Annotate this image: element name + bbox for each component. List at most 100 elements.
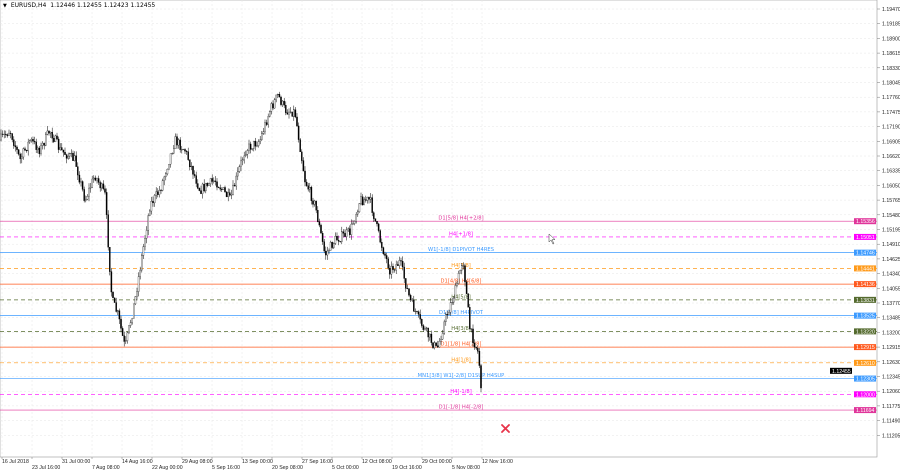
candle-body: [182, 149, 185, 151]
candle-body: [120, 318, 122, 329]
candle-body: [401, 260, 404, 268]
candle-body: [469, 307, 471, 329]
level-label: H4[1/8]: [451, 357, 471, 363]
candle-body: [201, 183, 204, 194]
price-tags: 1.15356 1.15051 1.14746 1.14441 1.14136 1.138…: [830, 218, 876, 414]
candle-body: [411, 299, 413, 301]
level-price-tag: [854, 281, 876, 288]
candle-body: [174, 136, 177, 149]
candle-body: [211, 178, 213, 182]
candle-body: [136, 291, 138, 297]
level-price-text: 1.13220: [856, 329, 875, 335]
candle-body: [224, 187, 226, 193]
candle-body: [27, 141, 29, 152]
level-price-text: 1.11694: [856, 408, 874, 414]
candle-body: [240, 160, 242, 167]
candle-body: [72, 152, 74, 161]
candle-body: [61, 147, 63, 151]
time-tick-label: 16 Jul 2018: [2, 459, 29, 465]
candle-body: [77, 166, 79, 176]
price-tick-label: 1.16905: [882, 139, 900, 145]
candle-body: [473, 342, 476, 348]
price-tick-label: 1.11205: [882, 433, 900, 439]
level-label: MN1[3/8] W1[-2/8] D1SUP H4SUP: [418, 373, 505, 379]
candle-body: [112, 291, 114, 299]
candle-body: [185, 150, 188, 152]
time-tick-label: 29 Oct 00:00: [422, 459, 452, 465]
price-tick-label: 1.13770: [882, 301, 900, 307]
candle-body: [448, 312, 450, 315]
candle-body: [261, 133, 263, 140]
candle-body: [334, 236, 337, 244]
dropdown-triangle-icon[interactable]: ▼: [3, 2, 7, 9]
candle-body: [278, 93, 281, 98]
candle-body: [32, 139, 34, 142]
candle-body: [45, 134, 47, 146]
level-price-tag: [854, 312, 876, 319]
candle-body: [195, 175, 197, 184]
level-label: D1[3/8] H4PIVOT: [439, 310, 484, 316]
chart-area[interactable]: [0, 0, 878, 458]
candle-body: [264, 122, 266, 132]
level-price-tag: [854, 391, 876, 398]
price-tick-label: 1.17190: [882, 125, 900, 131]
candle-body: [184, 149, 186, 152]
candle-body: [341, 231, 343, 242]
candle-body: [291, 111, 293, 117]
candle-body: [323, 241, 325, 252]
candle-body: [289, 111, 292, 113]
level-price-text: 1.12610: [856, 361, 875, 367]
level-lines: D1[5/8] H4[+2/8] H4[+1/8] W1[-1/8] D1PIVOT…: [0, 216, 877, 411]
candle-body: [64, 152, 66, 155]
candle-body: [157, 191, 159, 195]
candle-body: [294, 109, 297, 118]
candle-body: [371, 197, 373, 213]
candle-body: [361, 196, 364, 206]
candle-body: [155, 191, 157, 196]
time-tick-label: 14 Aug 16:00: [122, 459, 153, 465]
candle-body: [232, 184, 234, 195]
candle-body: [43, 142, 45, 146]
candle-body: [265, 122, 268, 125]
candle-body: [325, 250, 327, 256]
candle-body: [141, 255, 143, 271]
candle-body: [357, 211, 359, 215]
candle-body: [397, 264, 399, 266]
candlesticks: [0, 91, 482, 393]
candle-body: [377, 223, 380, 231]
candle-body: [336, 236, 338, 241]
candle-body: [3, 133, 5, 135]
candle-body: [81, 181, 84, 190]
candle-body: [14, 145, 17, 148]
candle-body: [459, 270, 461, 274]
candle-body: [382, 247, 385, 254]
candle-body: [427, 327, 429, 338]
candle-body: [304, 170, 306, 183]
candle-body: [86, 196, 89, 200]
candle-body: [33, 141, 36, 143]
candle-body: [349, 228, 351, 235]
candle-body: [441, 333, 444, 340]
candle-body: [19, 153, 21, 160]
candle-body: [358, 203, 361, 213]
candle-body: [209, 178, 212, 184]
candle-body: [48, 130, 50, 134]
candle-body: [419, 314, 421, 320]
candle-body: [309, 187, 311, 190]
candle-body: [328, 250, 330, 252]
price-tick-label: 1.12915: [882, 345, 900, 351]
candle-body: [256, 145, 258, 147]
candle-body: [296, 116, 298, 127]
candle-body: [37, 147, 39, 150]
candle-body: [41, 142, 44, 146]
candle-body: [152, 201, 154, 204]
price-tick-label: 1.13485: [882, 316, 900, 322]
candle-body: [93, 177, 95, 180]
candle-body: [477, 348, 479, 352]
candle-body: [449, 302, 452, 313]
candle-body: [254, 140, 257, 147]
price-tick-label: 1.18045: [882, 81, 900, 87]
candle-body: [462, 265, 465, 267]
candle-body: [345, 229, 348, 237]
